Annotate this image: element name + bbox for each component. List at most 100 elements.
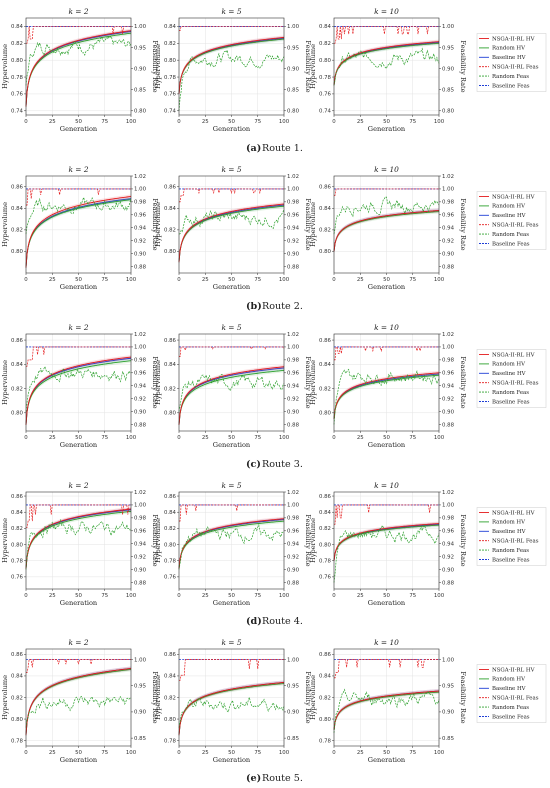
hv-tick-label: 0.86 [319, 494, 332, 500]
feas-tick-label: 1.00 [442, 345, 455, 351]
subplot-route1-col1: 0 25 50 75 100 0.74 0.76 0.78 0.80 0.82 0.84 0.80 0.… [1, 7, 159, 133]
x-tick-label: 25 [357, 277, 364, 283]
x-axis-label: Generation [60, 756, 98, 764]
x-tick-label: 100 [126, 119, 137, 125]
feas-tick-label: 0.94 [134, 384, 147, 390]
hv-tick-label: 0.84 [11, 24, 24, 30]
feas-tick-label: 0.92 [134, 238, 146, 244]
caption-text: Route 3. [262, 459, 303, 470]
legend-box [476, 507, 547, 566]
x-tick-label: 50 [228, 593, 235, 599]
random-feas-line [178, 49, 285, 111]
nsga-feas-line [179, 26, 284, 32]
legend-entry: Baseline HV [492, 686, 526, 692]
x-tick-label: 100 [126, 435, 137, 441]
feas-tick-label: 1.02 [134, 490, 146, 496]
x-tick-label: 75 [101, 593, 108, 599]
subplot-route5-col1: 0 25 50 75 100 0.78 0.80 0.82 0.84 0.86 0.85 0.90 0.… [1, 638, 159, 764]
hv-tick-label: 0.80 [11, 411, 24, 417]
legend-entry: Baseline HV [492, 529, 526, 535]
legend-entry: Random HV [492, 204, 525, 210]
x-tick-label: 25 [202, 119, 209, 125]
feas-tick-label: 1.02 [442, 490, 454, 496]
random-feas-line [333, 47, 440, 86]
hv-tick-label: 0.74 [164, 109, 177, 115]
hv-tick-label: 0.80 [319, 249, 332, 255]
feas-tick-label: 0.98 [134, 200, 147, 206]
feas-tick-label: 0.90 [287, 251, 300, 257]
x-tick-label: 0 [177, 435, 181, 441]
caption-tag: (a) [246, 143, 261, 154]
hv-tick-label: 0.78 [319, 75, 332, 81]
x-tick-label: 50 [228, 435, 235, 441]
subplot-title: k = 5 [221, 7, 241, 16]
x-tick-label: 50 [383, 593, 390, 599]
caption-route2: (b) Route 2. [246, 301, 303, 312]
legend-entry: NSGA-II-RL Feas [492, 539, 539, 545]
hv-tick-label: 0.80 [164, 249, 177, 255]
hv-tick-label: 0.76 [319, 575, 332, 581]
x-tick-label: 25 [49, 750, 56, 756]
hv-tick-label: 0.78 [319, 559, 332, 565]
baseline-hv-line [333, 42, 440, 86]
legend-route2: NSGA-II-RL HV Random HV Baseline HV NSGA-II… [476, 191, 547, 250]
nsga-hv-band [26, 666, 131, 738]
baseline-hv-band [26, 666, 131, 738]
x-tick-label: 0 [24, 277, 28, 283]
hv-axis-label: Hypervolume [154, 360, 162, 405]
baseline-hv-band [334, 208, 439, 254]
legend-entry: Random HV [492, 677, 525, 683]
feas-tick-label: 0.90 [287, 66, 300, 72]
x-tick-label: 100 [126, 750, 137, 756]
feas-tick-label: 0.95 [287, 684, 299, 690]
caption-text: Route 1. [262, 143, 303, 154]
feas-tick-label: 0.90 [134, 409, 147, 415]
x-axis-label: Generation [213, 125, 251, 133]
random-hv-line [178, 520, 285, 569]
subplot-title: k = 2 [68, 165, 88, 174]
feas-tick-label: 1.02 [287, 490, 299, 496]
caption-route5: (e) Route 5. [246, 773, 303, 784]
feas-tick-label: 0.98 [442, 358, 455, 364]
x-axis-label: Generation [60, 441, 98, 449]
feas-tick-label: 1.00 [287, 187, 300, 193]
x-tick-label: 0 [177, 750, 181, 756]
feas-axis-label: Feasibility Rate [304, 671, 312, 723]
caption-route3: (c) Route 3. [246, 459, 303, 470]
random-feas-line [333, 196, 440, 235]
feas-tick-label: 0.96 [134, 371, 147, 377]
feas-tick-label: 1.02 [442, 332, 454, 338]
legend-route5: NSGA-II-RL HV Random HV Baseline HV NSGA-II… [476, 664, 547, 723]
hv-tick-label: 0.86 [11, 185, 24, 191]
feas-tick-label: 0.80 [134, 109, 147, 115]
x-tick-label: 50 [75, 750, 82, 756]
caption-tag: (e) [246, 773, 261, 784]
hv-axis-label: Hypervolume [309, 518, 317, 563]
x-tick-label: 100 [434, 119, 445, 125]
subplot-route2-col2: 0 25 50 75 100 0.80 0.82 0.84 0.86 0.88 0.90 0.92 0.… [154, 165, 312, 291]
subplot-title: k = 2 [68, 7, 88, 16]
caption-route4: (d) Route 4. [246, 616, 303, 627]
nsga-feas-line [334, 26, 439, 44]
legend-route4: NSGA-II-RL HV Random HV Baseline HV NSGA-II… [476, 507, 547, 566]
hv-tick-label: 0.84 [319, 362, 332, 368]
legend-entry: Baseline Feas [492, 714, 530, 720]
baseline-hv-line [25, 357, 132, 425]
x-tick-label: 25 [357, 750, 364, 756]
feas-tick-label: 0.80 [442, 109, 455, 115]
legend-box [476, 664, 547, 723]
subplot-route3-col1: 0 25 50 75 100 0.80 0.82 0.84 0.86 0.88 0.90 0.92 0.… [1, 323, 159, 449]
legend-entry: NSGA-II-RL Feas [492, 381, 539, 387]
x-axis-label: Generation [368, 441, 406, 449]
hv-tick-label: 0.78 [164, 75, 177, 81]
random-hv-line [333, 211, 440, 252]
random-hv-line [333, 691, 440, 730]
hv-tick-label: 0.82 [164, 228, 176, 234]
random-hv-line [25, 510, 132, 569]
feas-tick-label: 0.92 [442, 396, 454, 402]
random-feas-line [25, 196, 132, 235]
x-tick-label: 0 [177, 593, 181, 599]
feas-tick-label: 0.94 [287, 542, 300, 548]
caption-route1: (a) Route 1. [246, 143, 303, 154]
hv-tick-label: 0.82 [164, 695, 176, 701]
